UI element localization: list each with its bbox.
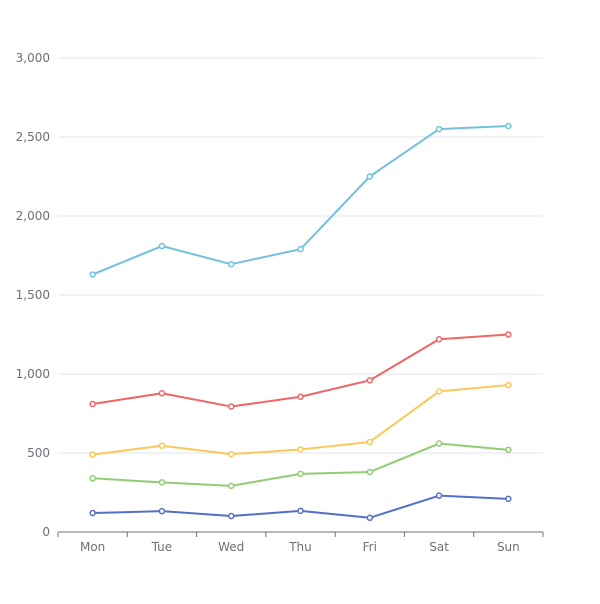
data-point bbox=[366, 514, 374, 522]
data-point bbox=[297, 507, 304, 515]
data-point bbox=[89, 451, 96, 458]
data-point bbox=[505, 331, 512, 338]
data-point bbox=[435, 335, 443, 343]
data-point bbox=[435, 388, 443, 395]
data-point bbox=[158, 442, 166, 449]
data-point bbox=[297, 446, 304, 453]
series-2 bbox=[89, 381, 512, 458]
y-tick-label: 500 bbox=[27, 446, 50, 460]
data-point bbox=[89, 475, 96, 482]
x-tick-label: Tue bbox=[151, 540, 173, 554]
y-tick-label: 2,500 bbox=[16, 130, 50, 144]
y-axis-ticks: 0 500 1,000 1,500 2,000 2,500 3,000 bbox=[16, 51, 50, 539]
y-tick-label: 1,500 bbox=[16, 288, 50, 302]
data-point bbox=[227, 482, 235, 490]
data-point bbox=[227, 512, 235, 520]
x-axis: Mon Tue Wed Thu Fri Sat Sun bbox=[57, 531, 544, 554]
data-point bbox=[366, 468, 374, 476]
grid-lines bbox=[58, 57, 543, 454]
x-tick-label: Sun bbox=[497, 540, 520, 554]
data-point bbox=[227, 450, 235, 458]
series-0 bbox=[89, 492, 512, 522]
data-point bbox=[366, 438, 374, 446]
y-tick-label: 2,000 bbox=[16, 209, 50, 223]
series-group bbox=[89, 122, 512, 522]
data-point bbox=[227, 403, 235, 410]
y-tick-label: 3,000 bbox=[16, 51, 50, 65]
x-tick-label: Thu bbox=[288, 540, 312, 554]
data-point bbox=[505, 122, 512, 130]
y-tick-label: 1,000 bbox=[16, 367, 50, 381]
x-tick-label: Wed bbox=[218, 540, 244, 554]
data-point bbox=[505, 381, 512, 389]
data-point bbox=[89, 509, 96, 517]
series-line bbox=[92, 494, 509, 519]
data-point bbox=[227, 260, 235, 268]
data-point bbox=[89, 400, 96, 408]
data-point bbox=[158, 507, 166, 515]
data-point bbox=[435, 492, 443, 499]
data-point bbox=[435, 440, 443, 447]
x-tick-label: Sat bbox=[429, 540, 449, 554]
data-point bbox=[158, 390, 166, 397]
data-point bbox=[158, 242, 166, 250]
data-point bbox=[366, 377, 374, 384]
data-point bbox=[158, 479, 166, 486]
data-point bbox=[297, 393, 304, 401]
data-point bbox=[366, 173, 374, 180]
x-tick-label: Mon bbox=[80, 540, 105, 554]
data-point bbox=[505, 495, 512, 503]
data-point bbox=[89, 271, 96, 278]
data-point bbox=[505, 446, 512, 454]
series-4 bbox=[89, 122, 512, 278]
series-1 bbox=[89, 440, 512, 490]
data-point bbox=[297, 245, 304, 253]
y-tick-label: 0 bbox=[42, 525, 50, 539]
data-point bbox=[297, 470, 304, 478]
data-point bbox=[435, 125, 443, 133]
series-3 bbox=[89, 331, 512, 410]
x-tick-label: Fri bbox=[363, 540, 377, 554]
